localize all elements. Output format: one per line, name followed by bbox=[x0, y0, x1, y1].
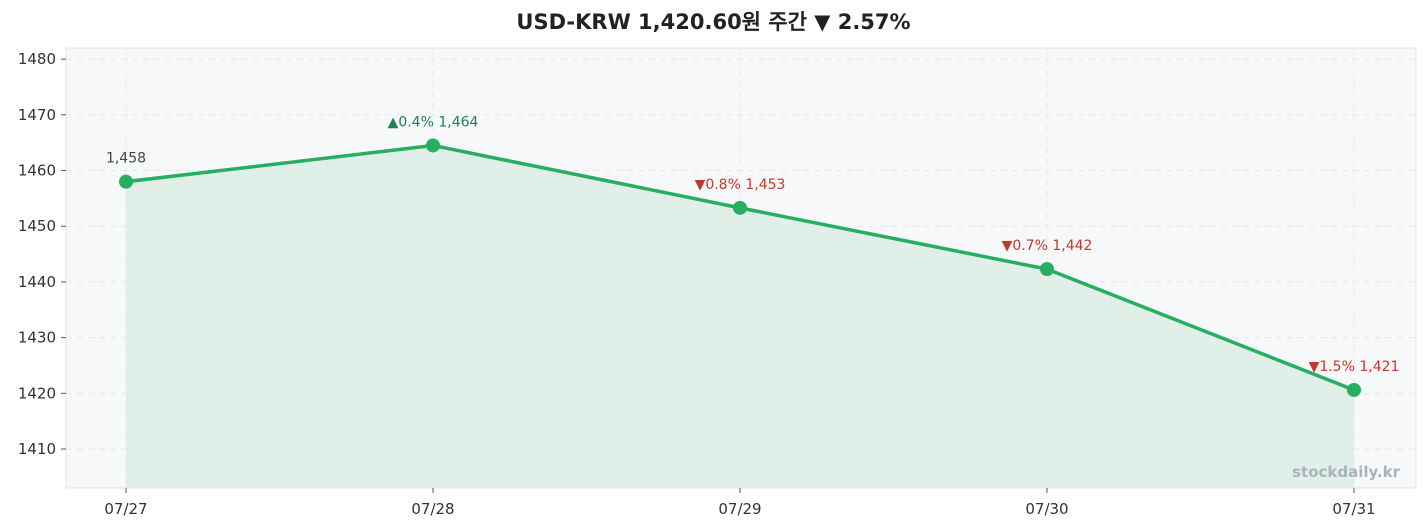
y-tick-label: 1430 bbox=[18, 329, 56, 347]
data-label: ▼0.7% 1,442 bbox=[1002, 238, 1093, 254]
y-tick-label: 1450 bbox=[18, 217, 56, 235]
x-tick-label: 07/30 bbox=[1025, 500, 1068, 518]
data-point bbox=[426, 138, 440, 153]
data-points bbox=[119, 138, 1361, 397]
data-label: ▼0.8% 1,453 bbox=[695, 177, 786, 193]
y-axis: 1410 1420 1430 1440 1450 1460 1470 1480 bbox=[18, 50, 66, 458]
data-label: ▲0.4% 1,464 bbox=[388, 114, 479, 130]
watermark: stockdaily.kr bbox=[1292, 463, 1400, 481]
data-point bbox=[1347, 382, 1361, 397]
y-tick-label: 1460 bbox=[18, 162, 56, 180]
y-tick-label: 1470 bbox=[18, 106, 56, 124]
x-tick-label: 07/31 bbox=[1332, 500, 1375, 518]
x-tick-label: 07/28 bbox=[411, 500, 454, 518]
data-label: 1,458 bbox=[106, 151, 146, 167]
area-fill bbox=[126, 145, 1354, 488]
x-tick-label: 07/29 bbox=[718, 500, 761, 518]
data-point bbox=[119, 174, 133, 189]
y-tick-label: 1410 bbox=[18, 440, 56, 458]
y-tick-label: 1480 bbox=[18, 50, 56, 68]
data-labels: 1,458 ▲0.4% 1,464 ▼0.8% 1,453 ▼0.7% 1,442 ▼1… bbox=[106, 114, 1399, 375]
data-label: ▼1.5% 1,421 bbox=[1309, 359, 1400, 375]
x-tick-label: 07/27 bbox=[104, 500, 147, 518]
chart-title: USD-KRW 1,420.60원 주간 ▼ 2.57% bbox=[516, 10, 911, 34]
y-tick-label: 1420 bbox=[18, 384, 56, 402]
data-point bbox=[733, 200, 747, 215]
x-axis: 07/27 07/28 07/29 07/30 07/31 bbox=[104, 488, 1376, 518]
data-point bbox=[1040, 262, 1054, 277]
y-tick-label: 1440 bbox=[18, 273, 56, 291]
